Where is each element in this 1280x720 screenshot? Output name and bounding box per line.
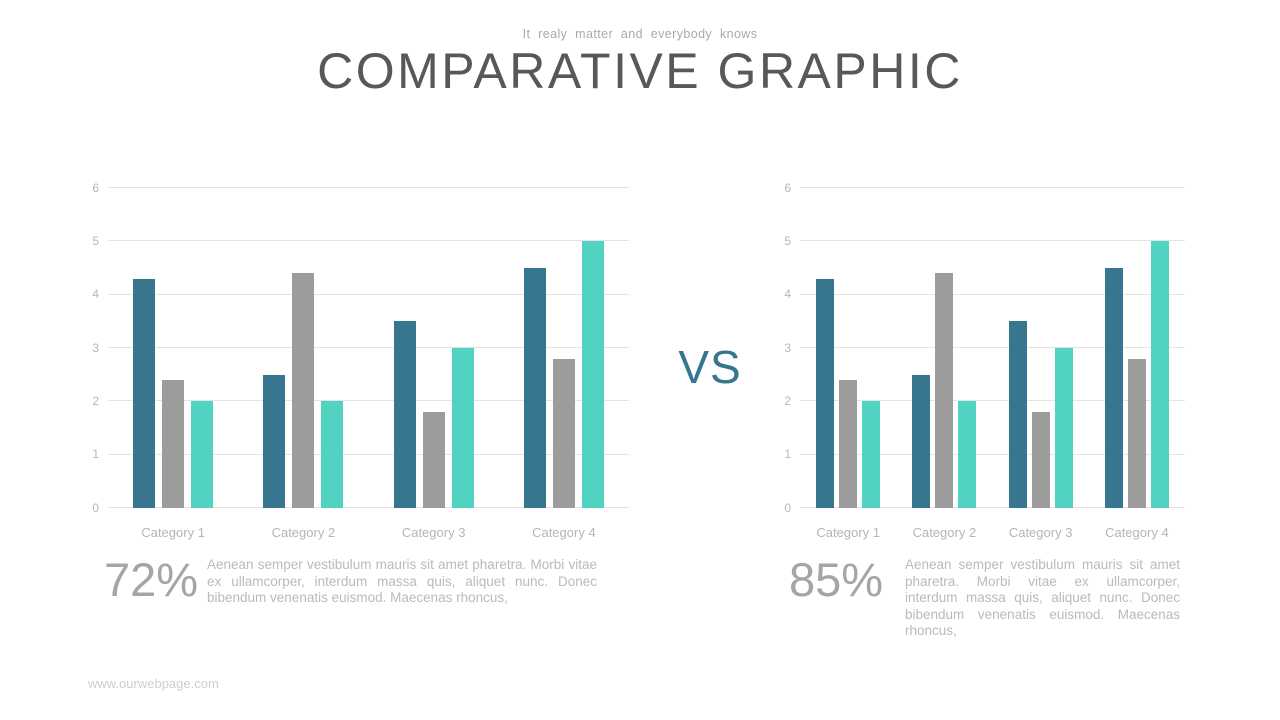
- bar-groups: [800, 188, 1185, 508]
- gridline: 4: [784, 287, 1185, 301]
- bar-chart-right: 0 1 2 3 4 5 6 Category 1 Category 2 Category 3 Cat…: [768, 181, 1185, 540]
- category-label: Category 3: [401, 525, 466, 540]
- bar-group: [1104, 188, 1169, 508]
- bar-group: [263, 188, 344, 508]
- gridline: 5: [92, 234, 629, 248]
- category-cell: [369, 188, 499, 508]
- category-label: Category 1: [816, 525, 880, 540]
- category-label: Category 4: [532, 525, 596, 540]
- gridline: 6: [784, 181, 1185, 195]
- bar-series-1-cat4: [523, 268, 546, 508]
- bar-group: [912, 188, 977, 508]
- category-cell: [896, 188, 992, 508]
- y-tick-label: 0: [92, 500, 99, 515]
- bar-series-2-cat4: [552, 358, 575, 508]
- gridline: 3: [92, 341, 629, 355]
- bar-group: [816, 188, 881, 508]
- bar-series-3-cat4: [581, 241, 604, 508]
- category-cell: [993, 188, 1089, 508]
- gridline: 2: [92, 394, 629, 408]
- bar-group: [133, 188, 214, 508]
- bar-series-3-cat1: [191, 401, 214, 508]
- vs-label: VS: [678, 341, 742, 393]
- bar-series-3-cat3: [451, 348, 474, 508]
- bar-groups: [108, 188, 629, 508]
- category-label: Category 3: [1008, 525, 1073, 540]
- bar-series-2-cat3: [1031, 412, 1050, 508]
- left-description: Aenean semper vestibulum mauris sit amet…: [207, 557, 597, 605]
- y-tick-label: 6: [92, 180, 99, 195]
- bar-series-3-cat2: [958, 401, 977, 508]
- right-description: Aenean semper vestibulum mauris sit amet…: [905, 557, 1180, 638]
- bar-group: [393, 188, 474, 508]
- bar-series-1-cat1: [816, 278, 835, 508]
- y-tick-label: 2: [784, 393, 791, 408]
- bar-series-3-cat1: [862, 401, 881, 508]
- gridline: 1: [92, 447, 629, 461]
- y-tick-label: 6: [784, 180, 791, 195]
- category-cell: [108, 188, 238, 508]
- gridline: 4: [92, 287, 629, 301]
- bar-series-2-cat2: [292, 273, 315, 508]
- footer-url: www.ourwebpage.com: [88, 676, 219, 691]
- bar-series-3-cat2: [321, 401, 344, 508]
- y-tick-label: 5: [784, 233, 791, 248]
- left-percent-value: 72%: [104, 553, 199, 606]
- gridline: 0: [784, 501, 1185, 515]
- bar-series-2-cat1: [839, 380, 858, 508]
- y-tick-label: 2: [92, 393, 99, 408]
- y-tick-label: 1: [92, 447, 99, 462]
- gridline: 3: [784, 341, 1185, 355]
- bar-series-2-cat2: [935, 273, 954, 508]
- right-percent-value: 85%: [789, 553, 884, 606]
- bar-series-3-cat3: [1054, 348, 1073, 508]
- bar-group: [523, 188, 604, 508]
- category-label: Category 4: [1105, 525, 1169, 540]
- category-label: Category 1: [141, 525, 205, 540]
- gridline: 6: [92, 181, 629, 195]
- gridline: 2: [784, 394, 1185, 408]
- plot-area: 0 1 2 3 4 5 6: [784, 181, 1185, 515]
- bar-series-1-cat3: [393, 321, 416, 508]
- category-cell: [238, 188, 368, 508]
- bar-series-1-cat2: [263, 374, 286, 508]
- plot-area: 0 1 2 3 4 5 6: [92, 181, 629, 515]
- category-cell: [499, 188, 629, 508]
- category-label: Category 2: [271, 525, 336, 540]
- category-labels: Category 1 Category 2 Category 3 Category 4: [800, 514, 1185, 540]
- category-labels: Category 1 Category 2 Category 3 Category 4: [108, 514, 629, 540]
- category-cell: [1089, 188, 1185, 508]
- page-title: COMPARATIVE GRAPHIC: [317, 43, 963, 99]
- bar-group: [1008, 188, 1073, 508]
- category-cell: [800, 188, 896, 508]
- gridline: 0: [92, 501, 629, 515]
- bar-series-1-cat4: [1104, 268, 1123, 508]
- gridline: 1: [784, 447, 1185, 461]
- y-tick-label: 1: [784, 447, 791, 462]
- y-tick-label: 5: [92, 233, 99, 248]
- y-tick-label: 0: [784, 500, 791, 515]
- bar-series-3-cat4: [1150, 241, 1169, 508]
- bar-series-2-cat1: [162, 380, 185, 508]
- bar-series-1-cat2: [912, 374, 931, 508]
- bar-series-1-cat1: [133, 278, 156, 508]
- bar-series-1-cat3: [1008, 321, 1027, 508]
- bar-series-2-cat3: [422, 412, 445, 508]
- slide-subtitle: It realy matter and everybody knows: [522, 27, 758, 41]
- y-tick-label: 4: [92, 287, 99, 302]
- bar-series-2-cat4: [1127, 358, 1146, 508]
- y-tick-label: 3: [784, 340, 791, 355]
- gridline: 5: [784, 234, 1185, 248]
- category-label: Category 2: [912, 525, 977, 540]
- y-tick-label: 3: [92, 340, 99, 355]
- bar-chart-left: 0 1 2 3 4 5 6 Category 1 Category 2 Category 3 Cat…: [84, 181, 629, 540]
- y-tick-label: 4: [784, 287, 791, 302]
